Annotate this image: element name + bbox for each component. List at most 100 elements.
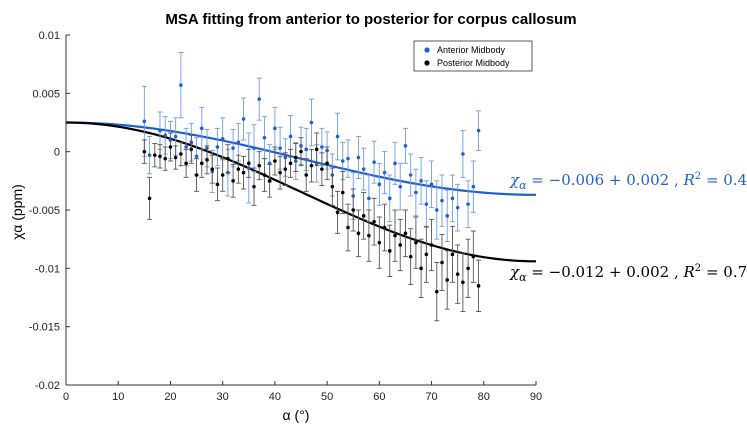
eq-anterior-sub: α (519, 179, 527, 192)
posterior-point (434, 289, 439, 294)
posterior-point (252, 184, 256, 189)
posterior-point (330, 184, 335, 189)
anterior-point (288, 134, 293, 139)
anterior-point (377, 182, 382, 187)
anterior-point (215, 145, 220, 149)
axes: 0 10 20 30 40 50 60 70 80 90 0.01 0.005 0 -0.005 -0.01… (29, 30, 542, 403)
eq-anterior-chi: χ (509, 171, 520, 189)
posterior-point (408, 254, 413, 259)
posterior-point (205, 158, 209, 162)
posterior-point (398, 243, 403, 247)
posterior-point (168, 145, 173, 149)
posterior-point (361, 214, 366, 218)
legend-marker-anterior (424, 47, 430, 53)
eq-posterior-sup: 2 (695, 263, 701, 274)
anterior-point (241, 117, 246, 121)
eq-anterior-r: R (683, 171, 695, 189)
x-tick-label: 0 (63, 391, 69, 403)
anterior-point (455, 205, 460, 210)
fit-equation-anterior: χα = −0.006 + 0.002 , R2 = 0.4 (509, 171, 747, 192)
anterior-point (434, 208, 439, 212)
posterior-point (424, 252, 429, 257)
x-tick-label: 20 (164, 391, 176, 403)
anterior-point (320, 145, 324, 149)
posterior-point (231, 179, 235, 183)
posterior-point (194, 173, 199, 177)
posterior-point (466, 266, 470, 271)
posterior-point (414, 240, 418, 245)
anterior-point (382, 170, 387, 175)
anterior-point (387, 196, 392, 201)
posterior-point (356, 231, 361, 236)
posterior-point (340, 190, 345, 195)
x-tick-label: 60 (373, 391, 385, 403)
posterior-point (471, 254, 476, 259)
anterior-point (424, 202, 429, 206)
x-tick-label: 70 (425, 391, 437, 403)
anterior-point (173, 134, 178, 139)
posterior-point (184, 161, 188, 166)
y-tick-label: 0.01 (39, 30, 60, 42)
x-tick-label: 30 (217, 391, 229, 403)
posterior-point (440, 260, 444, 265)
posterior-point (262, 173, 267, 177)
x-tick-label: 40 (269, 391, 281, 403)
posterior-point (346, 225, 350, 230)
anterior-point (471, 184, 476, 189)
eq-anterior-val: = 0.4 (701, 171, 747, 189)
anterior-point (346, 156, 350, 161)
anterior-point (220, 137, 225, 141)
anterior-point (440, 198, 444, 203)
posterior-point (288, 161, 293, 166)
eq-posterior-chi: χ (509, 263, 520, 281)
fit-equation-posterior: χα = −0.012 + 0.002 , R2 = 0.7 (509, 263, 747, 284)
posterior-point (179, 152, 183, 156)
posterior-point (257, 163, 262, 168)
posterior-point (445, 278, 450, 282)
chart-title: MSA fitting from anterior to posterior f… (165, 11, 576, 28)
posterior-point (351, 208, 356, 212)
y-tick-label: -0.005 (29, 205, 60, 217)
y-tick-label: -0.01 (35, 263, 60, 275)
posterior-point (455, 272, 460, 276)
x-tick-label: 80 (478, 391, 490, 403)
y-tick-label: -0.015 (29, 322, 60, 334)
anterior-point (408, 173, 413, 177)
anterior-point (231, 146, 235, 150)
anterior-point (142, 119, 147, 124)
posterior-point (241, 170, 246, 175)
posterior-point (299, 149, 303, 154)
anterior-point (414, 190, 418, 195)
anterior-point (158, 128, 162, 133)
posterior-point (314, 147, 319, 152)
anterior-point (163, 133, 168, 138)
posterior-point (403, 231, 408, 236)
posterior-point (152, 153, 157, 157)
posterior-point (450, 252, 455, 257)
posterior-point (309, 163, 314, 168)
eq-posterior-r: R (683, 263, 695, 281)
eq-anterior-sup: 2 (695, 171, 701, 182)
anterior-point (273, 126, 277, 131)
legend-marker-posterior (424, 60, 430, 66)
posterior-point (304, 173, 309, 177)
posterior-point (461, 280, 465, 285)
posterior-point (220, 173, 225, 177)
y-tick-label: -0.02 (35, 380, 60, 392)
eq-posterior-sub: α (519, 271, 527, 284)
y-axis-label: χα (ppm) (9, 184, 25, 240)
posterior-point (158, 154, 162, 159)
anterior-point (199, 126, 204, 131)
posterior-point (147, 196, 152, 201)
anterior-point (361, 167, 366, 171)
posterior-point (429, 243, 434, 247)
anterior-point (194, 154, 199, 159)
posterior-point (189, 147, 194, 152)
legend-label-posterior: Posterior Midbody (437, 58, 510, 68)
posterior-point (325, 161, 329, 166)
posterior-point (320, 167, 324, 171)
x-tick-label: 10 (112, 391, 124, 403)
eq-posterior-val: = 0.7 (701, 263, 747, 281)
eq-posterior-rhs: = −0.012 + 0.002 , (527, 263, 684, 281)
